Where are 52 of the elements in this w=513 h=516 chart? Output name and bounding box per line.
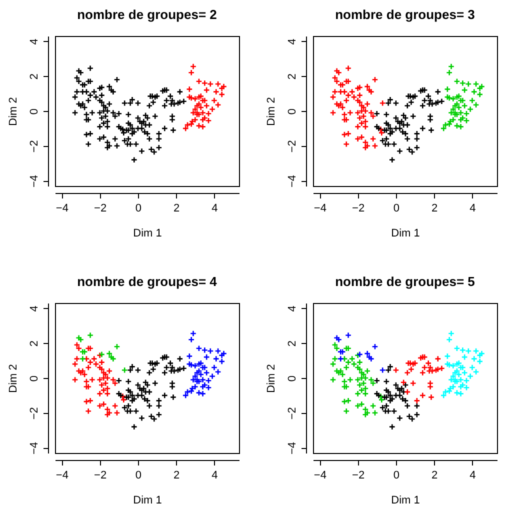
- y-tick-label: 4: [28, 306, 40, 312]
- chart-title: nombre de groupes= 2: [77, 7, 217, 22]
- x-axis-title: Dim 1: [133, 494, 162, 506]
- y-tick-label: −2: [286, 407, 298, 420]
- x-tick-label: −2: [94, 202, 107, 214]
- y-tick-label: −4: [28, 442, 40, 455]
- x-tick-label: 2: [174, 470, 180, 482]
- y-tick-label: −4: [28, 174, 40, 188]
- y-tick-label: 2: [286, 340, 298, 347]
- y-axis-title: Dim 2: [8, 364, 20, 393]
- y-tick-label: 2: [28, 74, 40, 80]
- x-tick-label: 2: [174, 202, 180, 214]
- x-axis-title: Dim 1: [391, 228, 420, 240]
- x-tick-label: 0: [135, 202, 142, 214]
- y-tick-label: −2: [28, 140, 40, 153]
- y-tick-label: −2: [286, 140, 298, 153]
- y-tick-label: 0: [286, 375, 298, 382]
- x-tick-label: −4: [314, 202, 326, 214]
- y-axis-title: Dim 2: [8, 97, 20, 126]
- y-tick-label: 0: [286, 108, 298, 115]
- y-tick-label: 2: [28, 340, 40, 347]
- y-tick-label: 4: [286, 306, 298, 312]
- x-axis-title: Dim 1: [133, 228, 162, 240]
- x-tick-label: −2: [352, 470, 365, 482]
- y-tick-label: −4: [286, 174, 298, 188]
- y-tick-label: 4: [286, 38, 298, 45]
- x-tick-label: −4: [314, 470, 326, 482]
- y-axis-title: Dim 2: [266, 97, 278, 126]
- x-tick-label: 4: [212, 470, 218, 482]
- x-tick-label: −4: [56, 202, 68, 214]
- x-tick-label: −4: [56, 470, 68, 482]
- chart-title: nombre de groupes= 4: [77, 274, 218, 289]
- y-tick-label: −2: [28, 407, 40, 420]
- x-tick-label: 2: [432, 470, 438, 482]
- y-tick-label: −4: [286, 442, 298, 455]
- x-tick-label: −2: [352, 202, 365, 214]
- y-tick-label: 0: [28, 108, 40, 115]
- y-tick-label: 4: [28, 38, 40, 45]
- x-tick-label: 0: [393, 202, 400, 214]
- chart-title: nombre de groupes= 3: [335, 7, 475, 22]
- x-tick-label: 4: [470, 202, 476, 214]
- x-tick-label: 0: [393, 470, 400, 482]
- x-tick-label: 4: [470, 470, 476, 482]
- x-tick-label: 0: [135, 470, 142, 482]
- x-tick-label: 4: [212, 202, 218, 214]
- chart-title: nombre de groupes= 5: [335, 274, 475, 289]
- y-tick-label: 2: [286, 74, 298, 80]
- x-tick-label: −2: [94, 470, 107, 482]
- x-axis-title: Dim 1: [391, 494, 420, 506]
- y-tick-label: 0: [28, 375, 40, 382]
- y-axis-title: Dim 2: [266, 364, 278, 393]
- x-tick-label: 2: [432, 202, 438, 214]
